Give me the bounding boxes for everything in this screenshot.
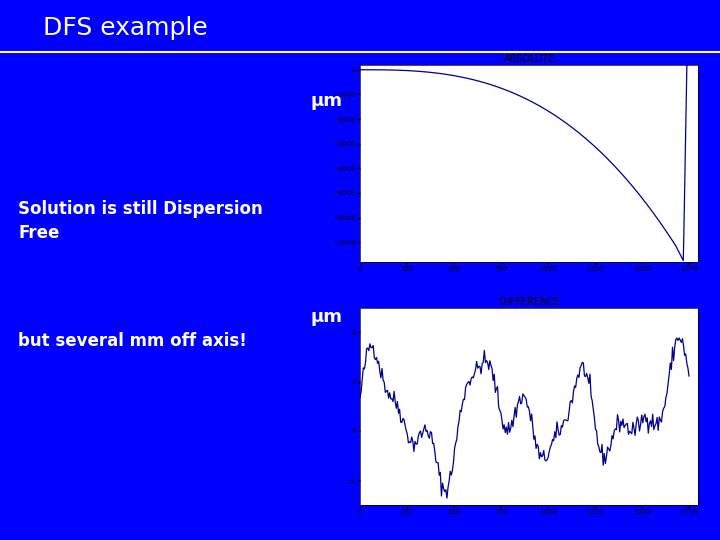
Text: μm: μm: [310, 92, 342, 110]
Title: ABSOLUTE: ABSOLUTE: [503, 54, 555, 64]
Title: DIFFERENCE: DIFFERENCE: [499, 297, 559, 307]
Text: but several mm off axis!: but several mm off axis!: [18, 332, 247, 350]
Text: μm: μm: [310, 308, 342, 326]
Text: DFS example: DFS example: [43, 16, 208, 40]
Text: Solution is still Dispersion
Free: Solution is still Dispersion Free: [18, 200, 263, 242]
